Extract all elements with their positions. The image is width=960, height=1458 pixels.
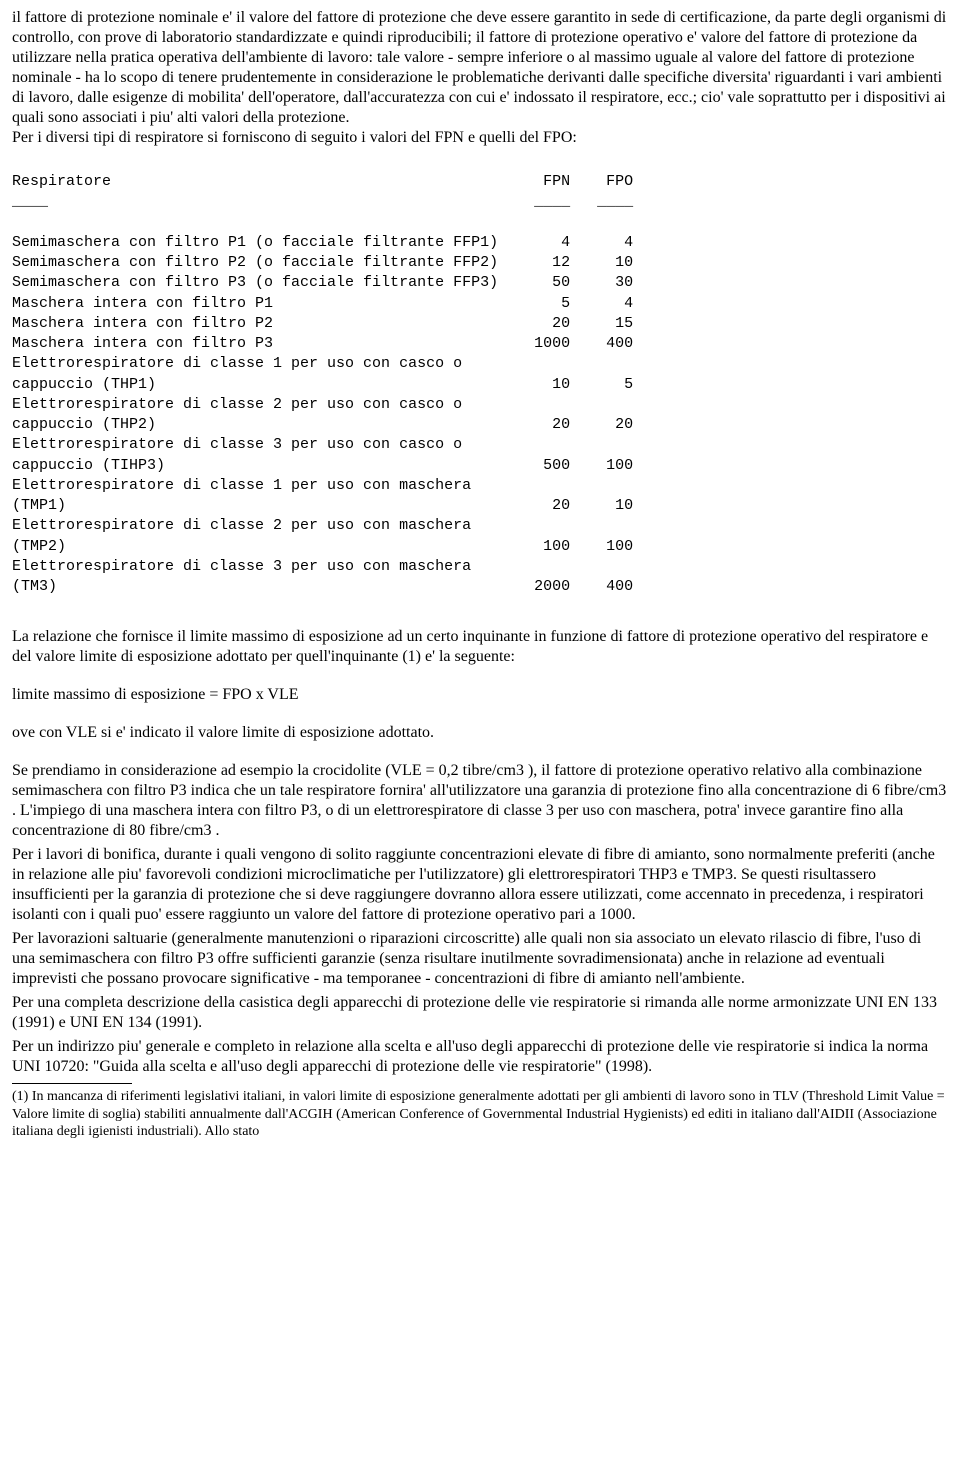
saltuarie-paragraph: Per lavorazioni saltuarie (generalmente … [12, 929, 948, 989]
guide-paragraph: Per un indirizzo piu' generale e complet… [12, 1037, 948, 1077]
intro-paragraph-2: Per i diversi tipi di respiratore si for… [12, 129, 577, 146]
relation-paragraph: La relazione che fornisce il limite mass… [12, 628, 928, 665]
example-paragraph: Se prendiamo in considerazione ad esempi… [12, 761, 948, 841]
norms-paragraph: Per una completa descrizione della casis… [12, 993, 948, 1033]
vle-definition: ove con VLE si e' indicato il valore lim… [12, 724, 434, 741]
bonifica-paragraph: Per i lavori di bonifica, durante i qual… [12, 845, 948, 925]
respirator-table: Respiratore FPN FPO ____ ____ ____ Semim… [12, 172, 948, 597]
intro-paragraph: il fattore di protezione nominale e' il … [12, 9, 946, 126]
formula: limite massimo di esposizione = FPO x VL… [12, 686, 299, 703]
footnote-separator [12, 1083, 132, 1084]
footnote-text: (1) In mancanza di riferimenti legislati… [12, 1088, 948, 1141]
